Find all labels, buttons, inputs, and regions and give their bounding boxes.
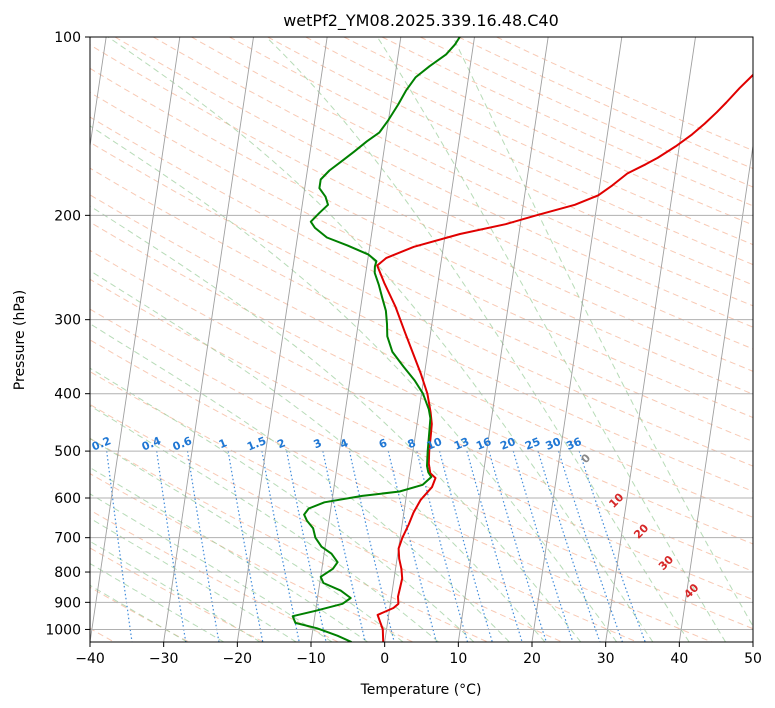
x-tick-label: 20 [523, 651, 541, 667]
mixing-ratio-line [186, 451, 220, 642]
y-tick-label: 700 [54, 531, 81, 547]
mixing-ratio-line [106, 451, 133, 642]
y-tick-label: 800 [54, 565, 81, 581]
dry-adiabat-line [191, 37, 753, 307]
isotherm-line [90, 37, 107, 149]
isotherm-line [310, 37, 402, 642]
axes: −40 −30 −20 −10 0 10 20 30 40 50 100 200 300 400 500 60… [45, 30, 762, 667]
x-tick-label: −10 [296, 651, 326, 667]
y-tick-label: 1000 [45, 622, 81, 638]
mixing-ratio-label: 1 [217, 436, 229, 451]
moist-adiabat-line [265, 37, 690, 642]
y-tick-label: 400 [54, 387, 81, 403]
dry-adiabat-line [458, 37, 753, 170]
dry-adiabat-line [90, 91, 753, 419]
mixing-ratio-label: 16 [474, 435, 493, 453]
dry-adiabat-line [381, 37, 753, 207]
mixing-ratio-line [261, 450, 300, 642]
mixing-ratio-label: 2 [275, 436, 287, 451]
profile-lines [291, 37, 753, 642]
mixing-ratio-line [466, 450, 523, 642]
x-axis-label: Temperature (°C) [360, 682, 482, 698]
x-tick-label: 0 [380, 651, 389, 667]
dry-adiabat-line [90, 308, 753, 630]
dry-adiabat-line [343, 37, 753, 226]
dry-adiabat-line [90, 116, 753, 443]
dry-adiabat-line [90, 278, 753, 601]
temperature-profile-line [376, 73, 753, 642]
x-tick-label: 30 [597, 651, 615, 667]
moist-adiabat-line [90, 493, 333, 642]
moist-adiabat-line [90, 584, 188, 642]
moist-adiabat-line [90, 367, 475, 642]
isotherm-line [384, 37, 475, 642]
y-tick-label: 300 [54, 313, 81, 329]
moist-adiabat-line [90, 466, 368, 642]
y-tick-label: 600 [54, 491, 81, 507]
dry-adiabat-line [90, 437, 488, 642]
mixing-ratio-label: 36 [564, 435, 583, 453]
mixing-ratio-line [488, 450, 547, 642]
plot-frame [89, 36, 754, 643]
moist-adiabat-line [90, 205, 582, 642]
mixing-ratio-line [557, 450, 623, 642]
x-tick-label: −20 [223, 651, 253, 667]
y-tick-label: 500 [54, 444, 81, 460]
mixing-ratio-line [348, 450, 395, 642]
dry-adiabat-line [90, 249, 753, 572]
mixing-ratio-line [512, 450, 574, 642]
dry-adiabat-line [90, 371, 638, 642]
y-tick-label: 900 [54, 595, 81, 611]
chart-title: wetPf2_YM08.2025.339.16.48.C40 [283, 11, 559, 31]
isotherm-line [163, 37, 254, 642]
mixing-ratio-label: 8 [406, 436, 418, 451]
isotherm-line [90, 37, 181, 642]
moist-adiabat-line [90, 125, 618, 642]
background-lines [90, 37, 753, 642]
dry-adiabat-line [90, 167, 753, 492]
isotherm-line [236, 37, 328, 642]
mixing-ratio-line [439, 450, 493, 642]
moist-adiabat-line [452, 37, 753, 628]
mixing-ratio-label: 3 [312, 436, 324, 451]
isotherm-line [605, 37, 696, 642]
isotherm-line [678, 142, 753, 642]
moist-adiabat-line [376, 37, 727, 642]
mixing-ratio-label: 20 [498, 435, 517, 453]
x-tick-label: 50 [744, 651, 762, 667]
dry-adiabat-line [114, 37, 753, 350]
y-tick-label: 100 [54, 30, 81, 46]
moist-adiabat-line [90, 563, 225, 642]
y-axis-label: Pressure (hPa) [12, 290, 28, 390]
mixing-ratio-line [322, 450, 366, 642]
mixing-ratio-line [286, 450, 327, 642]
y-tick-label: 200 [54, 208, 81, 224]
x-tick-label: −30 [149, 651, 179, 667]
mixing-ratio-line [578, 450, 646, 642]
mixing-ratio-label: 10 [425, 435, 444, 453]
dewpoint-profile-line [291, 37, 461, 642]
mixing-ratio-line [227, 451, 264, 642]
mixing-ratio-label: 13 [452, 435, 471, 453]
dry-adiabat-line [267, 37, 753, 266]
x-tick-label: 40 [670, 651, 688, 667]
mixing-ratio-line [156, 451, 187, 642]
isotherm-line [457, 37, 549, 642]
mixing-ratio-line [537, 450, 601, 642]
mixing-ratio-label: 25 [523, 435, 542, 453]
isotherm-line [531, 37, 623, 642]
mixing-ratio-label: 30 [544, 435, 563, 453]
x-tick-label: −40 [75, 651, 105, 667]
x-tick-label: 10 [449, 651, 467, 667]
mixing-ratio-line [387, 450, 437, 642]
moist-adiabat-line [90, 270, 546, 642]
dry-adiabat-line [152, 37, 753, 328]
moist-adiabat-line [107, 37, 654, 642]
moist-adiabat-line [90, 405, 439, 642]
dry-adiabat-line [90, 44, 753, 372]
